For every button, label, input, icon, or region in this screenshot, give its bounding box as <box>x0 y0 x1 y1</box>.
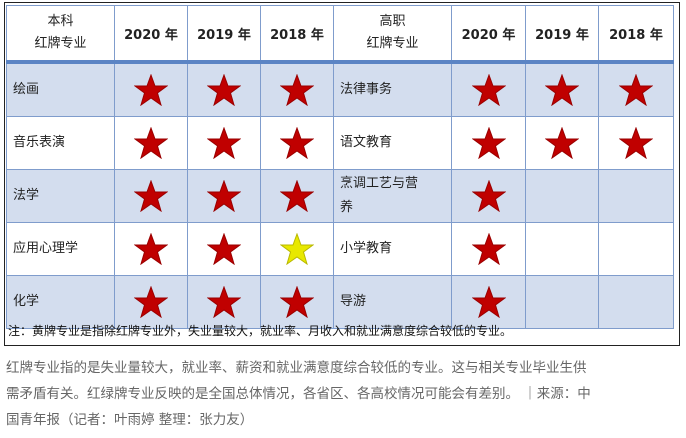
red-star-icon <box>207 233 241 265</box>
star-cell <box>598 275 674 329</box>
red-star-icon <box>471 233 506 265</box>
star-cell <box>114 116 188 170</box>
vocational-major: 导游 <box>333 275 452 329</box>
star-cell <box>525 116 599 170</box>
red-star-icon <box>280 180 314 212</box>
red-star-icon <box>280 127 314 159</box>
star-cell <box>114 275 188 329</box>
star-cell <box>525 169 599 223</box>
star-cell <box>260 275 334 329</box>
undergrad-header: 本科 红牌专业 <box>6 5 115 63</box>
star-cell <box>114 169 188 223</box>
star-cell <box>451 116 526 170</box>
red-star-icon <box>134 233 168 265</box>
star-cell <box>260 222 334 276</box>
red-star-icon <box>545 127 579 159</box>
red-star-icon <box>207 127 241 159</box>
star-cell <box>451 169 526 223</box>
star-cell <box>525 222 599 276</box>
vocational-major: 烹调工艺与营养 <box>333 169 452 223</box>
star-cell <box>187 116 261 170</box>
red-star-icon <box>134 127 168 159</box>
star-cell <box>598 61 674 117</box>
vocational-major: 小学教育 <box>333 222 452 276</box>
table-row: 化学 导游 <box>6 275 674 329</box>
star-cell <box>187 222 261 276</box>
undergrad-major: 应用心理学 <box>6 222 115 276</box>
table-row: 法学 烹调工艺与营养 <box>6 169 674 223</box>
undergrad-major: 法学 <box>6 169 115 223</box>
year-header: 2019 年 <box>525 5 599 63</box>
year-header: 2018 年 <box>598 5 674 63</box>
red-star-icon <box>280 74 314 106</box>
undergrad-major: 音乐表演 <box>6 116 115 170</box>
red-star-icon <box>471 127 506 159</box>
year-header: 2018 年 <box>260 5 334 63</box>
star-cell <box>114 222 188 276</box>
table-row: 绘画 法律事务 <box>6 61 674 117</box>
red-star-icon <box>207 286 241 318</box>
red-star-icon <box>545 74 579 106</box>
body-text-line: 国青年报（记者：叶雨婷 整理：张力友） <box>6 412 254 428</box>
vocational-major: 法律事务 <box>333 61 452 117</box>
year-header: 2020 年 <box>451 5 526 63</box>
star-cell <box>598 169 674 223</box>
star-cell <box>260 169 334 223</box>
body-text-line: 红牌专业指的是失业量较大，就业率、薪资和就业满意度综合较低的专业。这与相关专业毕… <box>6 360 587 376</box>
table-row: 应用心理学 小学教育 <box>6 222 674 276</box>
red-star-icon <box>134 180 168 212</box>
star-cell <box>598 116 674 170</box>
header-line: 本科 <box>47 14 74 29</box>
vocational-major: 语文教育 <box>333 116 452 170</box>
red-star-icon <box>619 127 653 159</box>
header-line: 高职 <box>379 14 406 29</box>
table-note: 注：黄牌专业是指除红牌专业外，失业量较大，就业率、月收入和就业满意度综合较低的专… <box>8 324 513 338</box>
star-cell <box>260 61 334 117</box>
red-star-icon <box>207 180 241 212</box>
star-cell <box>451 222 526 276</box>
red-star-icon <box>619 74 653 106</box>
star-cell <box>598 222 674 276</box>
header-line: 红牌专业 <box>34 36 87 51</box>
red-star-icon <box>134 74 168 106</box>
red-card-majors-table: 本科红牌专业 2020 年 2019 年 2018 年 高职红牌专业 2020 … <box>6 5 674 329</box>
header-line: 红牌专业 <box>366 36 419 51</box>
star-cell <box>187 275 261 329</box>
star-cell <box>260 116 334 170</box>
star-cell <box>187 61 261 117</box>
yellow-star-icon <box>280 233 314 265</box>
star-cell <box>187 169 261 223</box>
star-cell <box>114 61 188 117</box>
year-header: 2019 年 <box>187 5 261 63</box>
red-star-icon <box>471 180 506 212</box>
star-cell <box>525 275 599 329</box>
red-star-icon <box>134 286 168 318</box>
star-cell <box>525 61 599 117</box>
body-text-line: 需矛盾有关。红绿牌专业反映的是全国总体情况，各省区、各高校情况可能会有差别。 ｜… <box>6 386 591 402</box>
year-header: 2020 年 <box>114 5 188 63</box>
red-star-icon <box>471 286 506 318</box>
undergrad-major: 绘画 <box>6 61 115 117</box>
table-frame <box>4 2 680 346</box>
table-row: 音乐表演 语文教育 <box>6 116 674 170</box>
star-cell <box>451 61 526 117</box>
vocational-header: 高职 红牌专业 <box>333 5 452 63</box>
star-cell <box>451 275 526 329</box>
undergrad-major: 化学 <box>6 275 115 329</box>
red-star-icon <box>280 286 314 318</box>
red-star-icon <box>471 74 506 106</box>
red-star-icon <box>207 74 241 106</box>
